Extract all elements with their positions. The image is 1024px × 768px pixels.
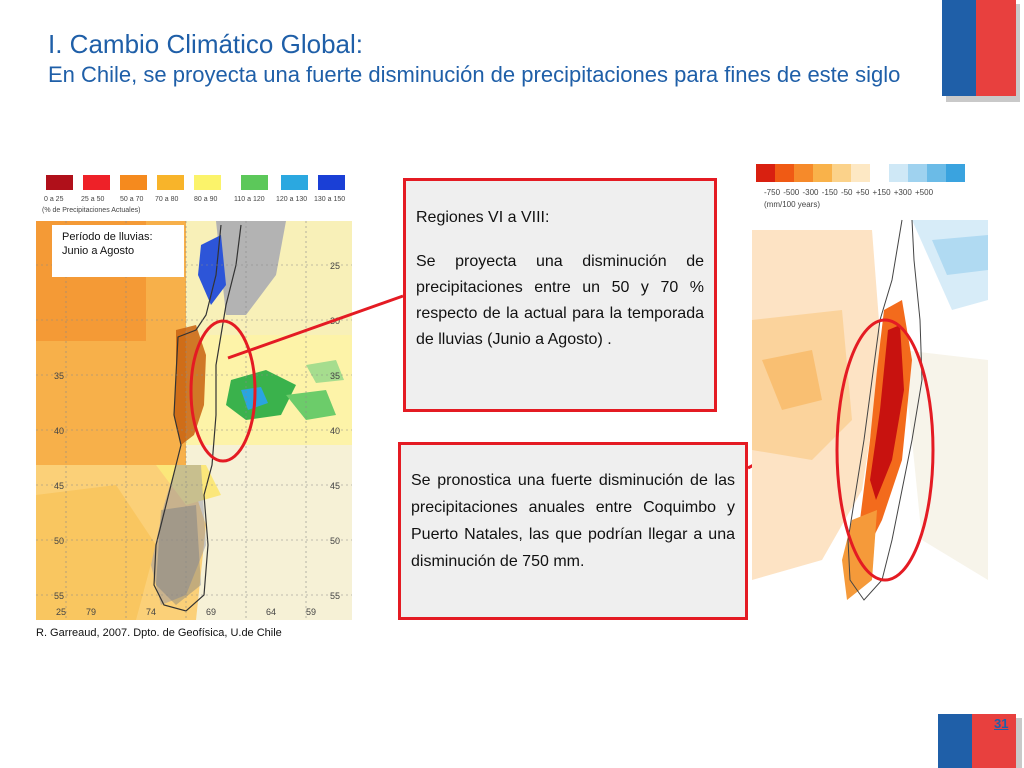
callout-body: Se proyecta una disminución de precipita… — [416, 253, 704, 348]
period-label: Período de lluvias: — [62, 231, 153, 243]
lat-label-right: 40 — [330, 426, 340, 436]
lat-label: 45 — [54, 481, 64, 491]
lon-label: 74 — [146, 607, 156, 617]
legend-swatch — [241, 175, 268, 190]
title-subtitle: En Chile, se proyecta una fuerte disminu… — [48, 62, 901, 87]
lat-label-right: 35 — [330, 371, 340, 381]
legend-swatch — [851, 164, 870, 182]
legend-swatch — [120, 175, 147, 190]
right-map-legend: -750 -500 -300 -150 -50 +50 +150 +300 +5… — [752, 160, 988, 216]
page-number: 31 — [994, 716, 1009, 731]
legend-swatch — [756, 164, 775, 182]
right-precipitation-map: -750 -500 -300 -150 -50 +50 +150 +300 +5… — [752, 160, 988, 638]
callout-box-regions: Regiones VI a VIII: Se proyecta una dism… — [403, 178, 717, 412]
legend-swatch — [83, 175, 110, 190]
legend-swatch — [908, 164, 927, 182]
legend-swatch — [46, 175, 73, 190]
title-line-1: I. Cambio Climático Global: — [48, 29, 363, 59]
lat-label: 50 — [54, 536, 64, 546]
legend-tick: 0 a 25 — [44, 196, 64, 203]
legend-unit: (% de Precipitaciones Actuales) — [42, 207, 141, 214]
right-map-graphic — [752, 216, 988, 638]
lon-label: 64 — [266, 607, 276, 617]
legend-swatch — [794, 164, 813, 182]
legend-tick: 70 a 80 — [155, 196, 179, 203]
legend-tick: 25 a 50 — [81, 196, 105, 203]
left-map-legend: 0 a 25 25 a 50 50 a 70 70 a 80 80 a 90 1… — [36, 165, 352, 221]
legend-swatch — [927, 164, 946, 182]
legend-swatch — [946, 164, 965, 182]
legend-swatch — [775, 164, 794, 182]
legend-ticks: -750 -500 -300 -150 -50 +50 +150 +300 +5… — [764, 188, 934, 197]
lon-label: 59 — [306, 607, 316, 617]
legend-tick: 130 a 150 — [314, 196, 346, 203]
lat-label: 40 — [54, 426, 64, 436]
legend-tick: 110 a 120 — [234, 196, 265, 203]
period-months: Junio a Agosto — [62, 245, 135, 257]
callout-box-forecast: Se pronostica una fuerte disminución de … — [398, 442, 748, 620]
legend-swatch — [813, 164, 832, 182]
corner-flag-top — [942, 0, 1024, 102]
lon-label: 79 — [86, 607, 96, 617]
source-credit: R. Garreaud, 2007. Dpto. de Geofísica, U… — [36, 627, 282, 639]
lat-label-right: 45 — [330, 481, 340, 491]
period-label-box: Período de lluvias: Junio a Agosto — [52, 225, 184, 277]
callout-body: Se pronostica una fuerte disminución de … — [411, 472, 735, 570]
legend-unit: (mm/100 years) — [764, 200, 821, 209]
legend-swatch — [889, 164, 908, 182]
legend-swatch — [281, 175, 308, 190]
legend-tick: 80 a 90 — [194, 196, 218, 203]
legend-tick: 120 a 130 — [276, 196, 308, 203]
lon-label: 69 — [206, 607, 216, 617]
legend-swatch — [318, 175, 345, 190]
slide-title: I. Cambio Climático Global: En Chile, se… — [48, 28, 938, 90]
lat-label: 55 — [54, 591, 64, 601]
legend-swatch — [870, 164, 889, 182]
region-highlight-ellipse-left — [189, 319, 257, 463]
left-precipitation-map: 30 35 40 45 50 55 25 30 35 40 45 50 55 2… — [36, 165, 352, 620]
legend-tick: 50 a 70 — [120, 196, 144, 203]
lat-label-right: 50 — [330, 536, 340, 546]
lat-label-right: 25 — [330, 261, 340, 271]
lat-label-right: 30 — [330, 316, 340, 326]
legend-swatch — [157, 175, 184, 190]
callout-heading: Regiones VI a VIII: — [416, 209, 550, 226]
corner-flag-bottom — [938, 714, 1024, 768]
lon-label: 25 — [56, 607, 66, 617]
lat-label: 35 — [54, 371, 64, 381]
region-highlight-ellipse-right — [835, 318, 935, 582]
legend-swatch — [832, 164, 851, 182]
lat-label-right: 55 — [330, 591, 340, 601]
legend-swatch — [194, 175, 221, 190]
